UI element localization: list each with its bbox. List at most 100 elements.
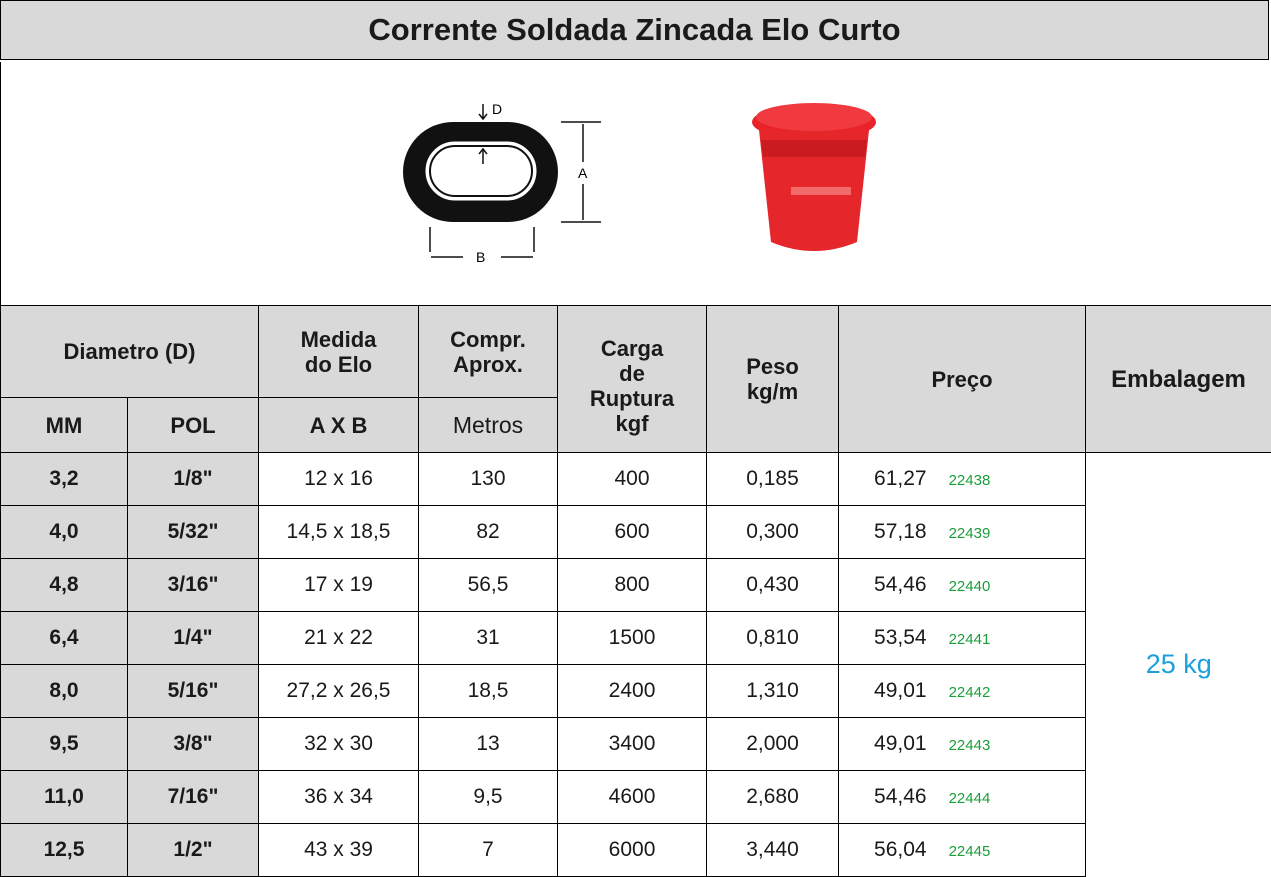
product-code: 22445 (948, 843, 991, 860)
link-inner (425, 141, 537, 201)
row: 12,5 1/2" 43 x 39 7 6000 3,440 56,04 22445 (0, 823, 1271, 877)
carga-cell: 1500 (557, 611, 708, 665)
price: 49,01 (874, 732, 927, 755)
header-cell: POL (126, 397, 260, 453)
price: 49,01 (874, 679, 927, 702)
carga-cell: 6000 (557, 823, 708, 877)
row: 6,4 1/4" 21 x 22 31 1500 0,810 53,54 22441 (0, 611, 1271, 665)
medida-cell: 27,2 x 26,5 (258, 664, 420, 718)
pol-cell: 5/32" (126, 505, 260, 559)
peso-cell: 2,000 (706, 717, 840, 771)
product-code: 22439 (948, 525, 991, 542)
medida-cell: 21 x 22 (258, 611, 420, 665)
price-cell: 56,04 22445 (838, 823, 1087, 877)
mm-cell: 6,4 (0, 611, 128, 665)
carga-cell: 3400 (557, 717, 708, 771)
pol-cell: 5/16" (126, 664, 260, 718)
packaging: 25 kg (1085, 452, 1271, 877)
medida-cell: 36 x 34 (258, 770, 420, 824)
label-a: A (578, 165, 588, 181)
mm-cell: 3,2 (0, 452, 128, 506)
product-code: 22440 (948, 578, 991, 595)
product-code: 22441 (948, 631, 991, 648)
mm-cell: 4,0 (0, 505, 128, 559)
price: 54,46 (874, 573, 927, 596)
price-cell: 49,01 22442 (838, 664, 1087, 718)
peso-cell: 0,430 (706, 558, 840, 612)
mm-cell: 9,5 (0, 717, 128, 771)
carga-cell: 400 (557, 452, 708, 506)
header-cell: A X B (258, 397, 420, 453)
product-code: 22438 (948, 472, 991, 489)
pol-cell: 3/16" (126, 558, 260, 612)
price: 54,46 (874, 785, 927, 808)
header-cell: Peso kg/m (706, 305, 840, 453)
label-b: B (476, 249, 485, 265)
mm-cell: 4,8 (0, 558, 128, 612)
carga-cell: 4600 (557, 770, 708, 824)
pol-cell: 7/16" (126, 770, 260, 824)
product-code: 22443 (948, 737, 991, 754)
header-cell: Metros (418, 397, 559, 453)
image-area: D A B (0, 62, 1271, 305)
price-cell: 53,54 22441 (838, 611, 1087, 665)
product-code: 22444 (948, 790, 991, 807)
price: 61,27 (874, 467, 927, 490)
title: Corrente Soldada Zincada Elo Curto (0, 0, 1269, 60)
header-cell: MM (0, 397, 128, 453)
header-cell: Carga de Ruptura kgf (557, 305, 708, 453)
row: 4,0 5/32" 14,5 x 18,5 82 600 0,300 57,18 22439 (0, 505, 1271, 559)
peso-cell: 2,680 (706, 770, 840, 824)
medida-cell: 12 x 16 (258, 452, 420, 506)
header-cell: Medida do Elo (258, 305, 420, 398)
peso-cell: 1,310 (706, 664, 840, 718)
price: 57,18 (874, 520, 927, 543)
peso-cell: 0,185 (706, 452, 840, 506)
diagram: D A B (403, 101, 876, 265)
row: 11,0 7/16" 36 x 34 9,5 4600 2,680 54,46 22444 (0, 770, 1271, 824)
price-cell: 49,01 22443 (838, 717, 1087, 771)
carga-cell: 800 (557, 558, 708, 612)
mm-cell: 12,5 (0, 823, 128, 877)
comprimento-cell: 130 (418, 452, 559, 506)
header-cell: Diametro (D) (0, 305, 260, 398)
pol-cell: 3/8" (126, 717, 260, 771)
dimension-lines (429, 104, 601, 258)
header-cell: Embalagem (1085, 305, 1271, 453)
pol-cell: 1/4" (126, 611, 260, 665)
medida-cell: 32 x 30 (258, 717, 420, 771)
header-cell: Compr. Aprox. (418, 305, 559, 398)
medida-cell: 17 x 19 (258, 558, 420, 612)
price: 53,54 (874, 626, 927, 649)
row: 4,8 3/16" 17 x 19 56,5 800 0,430 54,46 22440 (0, 558, 1271, 612)
medida-cell: 14,5 x 18,5 (258, 505, 420, 559)
carga-cell: 600 (557, 505, 708, 559)
price-cell: 57,18 22439 (838, 505, 1087, 559)
pol-cell: 1/8" (126, 452, 260, 506)
comprimento-cell: 82 (418, 505, 559, 559)
comprimento-cell: 7 (418, 823, 559, 877)
comprimento-cell: 18,5 (418, 664, 559, 718)
bucket (752, 103, 876, 251)
mm-cell: 11,0 (0, 770, 128, 824)
price-cell: 61,27 22438 (838, 452, 1087, 506)
comprimento-cell: 56,5 (418, 558, 559, 612)
row: 3,2 1/8" 12 x 16 130 400 0,185 61,27 22438 25 kg (0, 452, 1271, 877)
pol-cell: 1/2" (126, 823, 260, 877)
comprimento-cell: 9,5 (418, 770, 559, 824)
link-inner-line (429, 145, 533, 197)
carga-cell: 2400 (557, 664, 708, 718)
medida-cell: 43 x 39 (258, 823, 420, 877)
label-d: D (492, 101, 502, 117)
product-code: 22442 (948, 684, 991, 701)
row: 8,0 5/16" 27,2 x 26,5 18,5 2400 1,310 49,01 224… (0, 664, 1271, 718)
table: Diametro (D) Medida do Elo Compr. Aprox.… (0, 305, 1271, 877)
header-cell: Preço (838, 305, 1087, 453)
price-cell: 54,46 22444 (838, 770, 1087, 824)
price-cell: 54,46 22440 (838, 558, 1087, 612)
comprimento-cell: 13 (418, 717, 559, 771)
mm-cell: 8,0 (0, 664, 128, 718)
price: 56,04 (874, 838, 927, 861)
peso-cell: 0,810 (706, 611, 840, 665)
